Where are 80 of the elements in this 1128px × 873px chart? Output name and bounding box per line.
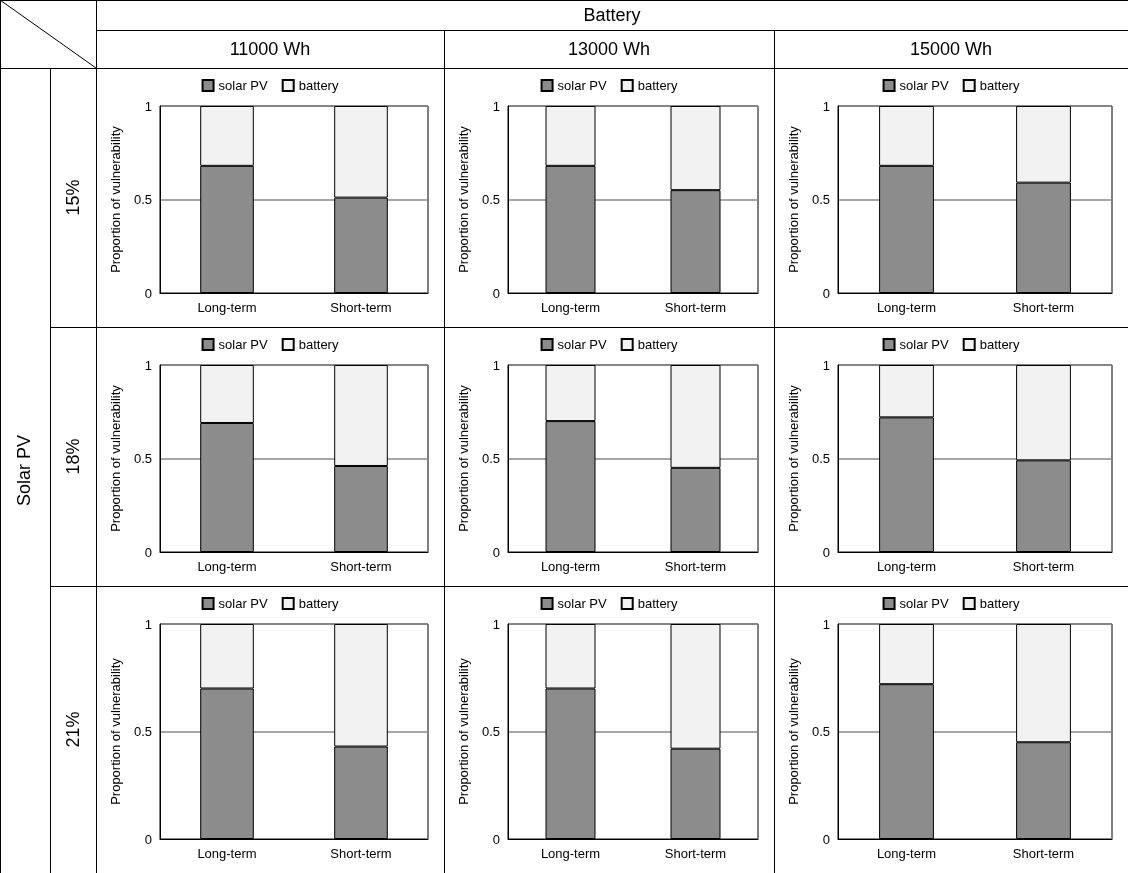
y-axis-title: Proportion of vulnerability — [108, 384, 123, 532]
y-tick-label: 1 — [822, 98, 830, 114]
y-tick-label: 0.5 — [481, 451, 500, 466]
y-tick-label: 0 — [822, 544, 830, 560]
y-axis-title: Proportion of vulnerability — [786, 125, 801, 273]
y-tick-label: 0 — [144, 285, 152, 301]
x-tick-label: Short-term — [664, 559, 727, 574]
y-tick-label: 0.5 — [811, 724, 830, 739]
legend-label: battery — [298, 78, 339, 93]
y-tick-label: 0 — [144, 544, 152, 560]
y-axis-title: Proportion of vulnerability — [456, 384, 471, 532]
x-tick-label: Short-term — [330, 559, 392, 574]
y-tick-label: 0.5 — [133, 451, 152, 466]
y-tick-label: 0.5 — [481, 192, 500, 207]
category-label: 15000 Wh — [908, 37, 994, 61]
y-axis-title: Proportion of vulnerability — [108, 657, 123, 805]
x-tick-label: Short-term — [330, 846, 392, 861]
x-tick-label: Short-term — [330, 300, 392, 315]
text: Solar PV — [14, 434, 36, 507]
x-tick-label: Short-term — [1012, 300, 1075, 315]
legend-label: battery — [637, 337, 678, 352]
legend-label: solar PV — [899, 337, 950, 352]
x-tick-label: Long-term — [540, 846, 601, 861]
x-tick-label: Long-term — [197, 300, 257, 315]
y-tick-label: 0.5 — [811, 451, 830, 466]
x-tick-label: Short-term — [664, 846, 727, 861]
x-tick-label: Long-term — [876, 846, 937, 861]
y-axis-title: Proportion of vulnerability — [456, 657, 471, 805]
y-tick-label: 1 — [822, 616, 830, 632]
legend-label: battery — [979, 337, 1020, 352]
y-tick-label: 1 — [144, 616, 152, 632]
y-tick-label: 1 — [144, 357, 152, 373]
x-tick-label: Short-term — [1012, 846, 1075, 861]
y-tick-label: 0 — [492, 831, 500, 847]
y-tick-label: 0 — [144, 831, 152, 847]
x-tick-label: Long-term — [197, 846, 257, 861]
legend-label: battery — [637, 78, 678, 93]
x-tick-label: Short-term — [664, 300, 727, 315]
legend-label: battery — [979, 78, 1020, 93]
legend-label: solar PV — [899, 78, 950, 93]
legend-label: battery — [637, 596, 678, 611]
y-tick-label: 0 — [492, 544, 500, 560]
legend-label: solar PV — [899, 596, 950, 611]
y-tick-label: 0 — [822, 285, 830, 301]
legend-label: solar PV — [557, 337, 608, 352]
y-tick-label: 0 — [822, 831, 830, 847]
legend-label: solar PV — [218, 596, 269, 611]
legend-label: battery — [298, 337, 339, 352]
x-tick-label: Long-term — [540, 559, 601, 574]
category-label: 13000 Wh — [566, 37, 652, 61]
y-axis-title: Proportion of vulnerability — [108, 125, 123, 273]
y-tick-label: 1 — [492, 357, 500, 373]
y-tick-label: 0.5 — [133, 192, 152, 207]
x-tick-label: Long-term — [197, 559, 257, 574]
legend-label: solar PV — [218, 78, 269, 93]
x-tick-label: Short-term — [1012, 559, 1075, 574]
category-label: 18% — [62, 438, 83, 475]
legend-label: solar PV — [218, 337, 269, 352]
text: Battery — [582, 3, 642, 27]
y-tick-label: 1 — [492, 98, 500, 114]
legend-label: solar PV — [557, 78, 608, 93]
category-label: 21% — [62, 711, 83, 748]
legend-label: battery — [298, 596, 339, 611]
y-axis-title: Proportion of vulnerability — [456, 125, 471, 273]
y-tick-label: 0 — [492, 285, 500, 301]
x-tick-label: Long-term — [876, 300, 937, 315]
category-label: 11000 Wh — [228, 37, 312, 61]
y-tick-label: 0.5 — [811, 192, 830, 207]
category-label: 15% — [62, 179, 83, 216]
y-tick-label: 0.5 — [133, 724, 152, 739]
y-axis-title: Proportion of vulnerability — [786, 657, 801, 805]
y-tick-label: 1 — [144, 98, 152, 114]
y-tick-label: 0.5 — [481, 724, 500, 739]
x-tick-label: Long-term — [876, 559, 937, 574]
x-tick-label: Long-term — [540, 300, 601, 315]
legend-label: solar PV — [557, 596, 608, 611]
y-tick-label: 1 — [822, 357, 830, 373]
legend-label: battery — [979, 596, 1020, 611]
y-tick-label: 1 — [492, 616, 500, 632]
y-axis-title: Proportion of vulnerability — [786, 384, 801, 532]
